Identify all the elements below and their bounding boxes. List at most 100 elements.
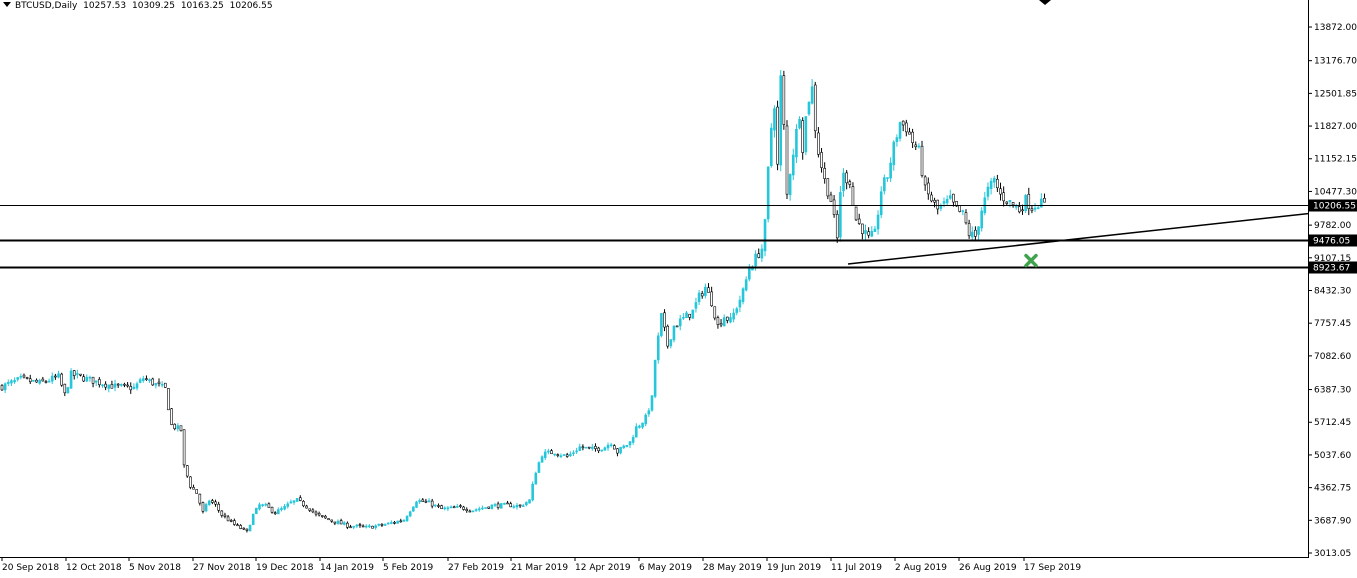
candle-body (804, 116, 808, 153)
candle-body (879, 191, 883, 216)
candle-body (123, 383, 126, 386)
candle-body (895, 137, 899, 142)
dropdown-arrow-icon[interactable] (3, 2, 11, 7)
candle-body (992, 177, 996, 183)
candle-body (449, 506, 453, 509)
candle-body (942, 201, 946, 204)
candle-body (600, 449, 604, 452)
candle-body (273, 512, 277, 515)
candle-body (474, 509, 478, 511)
candle-body (835, 214, 839, 239)
candle-body (945, 198, 949, 204)
candle-body (587, 446, 591, 449)
candle-body (82, 376, 85, 382)
candle-body (550, 450, 553, 455)
candle-body (226, 516, 230, 522)
candle-body (518, 504, 522, 507)
candle-body (377, 523, 381, 526)
candle-body (286, 503, 290, 507)
candle-body (396, 520, 399, 524)
time-tick-label: 26 Aug 2019 (959, 563, 1017, 573)
candle-body (889, 162, 892, 179)
candle-body (292, 500, 296, 503)
candle-body (1043, 197, 1046, 203)
candle-body (848, 181, 852, 185)
candle-body (675, 325, 679, 328)
candles-layer (0, 70, 1046, 533)
candle-body (462, 506, 465, 510)
candle-body (974, 229, 977, 237)
candle-body (1024, 195, 1027, 212)
candle-body (421, 499, 425, 502)
candle-body (845, 172, 848, 184)
candle-body (917, 145, 921, 148)
candle-body (424, 500, 428, 503)
candle-body (528, 499, 531, 504)
candle-body (440, 505, 443, 510)
candle-body (477, 508, 481, 511)
candle-body (251, 513, 255, 525)
candle-body (41, 378, 45, 382)
candle-body (434, 504, 437, 507)
time-tick-label: 19 Jun 2019 (767, 563, 821, 573)
candle-body (88, 376, 92, 379)
candle-body (214, 501, 217, 505)
price-tick-label: 5037.60 (1314, 451, 1351, 461)
candle-body (795, 128, 798, 158)
price-tick-label: 8432.30 (1314, 286, 1351, 296)
candle-body (374, 525, 377, 529)
candle-body (603, 447, 607, 451)
candle-body (707, 287, 710, 293)
candle-body (72, 370, 76, 376)
candle-body (801, 120, 805, 153)
candle-body (346, 522, 349, 528)
candle-body (361, 525, 365, 528)
candle-body (591, 446, 594, 449)
candle-body (138, 379, 142, 383)
candle-body (509, 503, 512, 508)
candle-body (283, 506, 286, 510)
candle-body (355, 524, 359, 527)
candle-body (820, 152, 823, 168)
low-value: 10163.25 (180, 1, 224, 11)
candle-body (996, 178, 999, 189)
candle-body (1011, 201, 1015, 206)
candle-body (553, 453, 556, 456)
candle-body (176, 425, 180, 430)
candle-body (798, 118, 801, 129)
candle-body (685, 312, 688, 319)
candle-body (572, 452, 575, 454)
candle-body (631, 437, 635, 443)
candle-body (63, 383, 67, 394)
candle-body (729, 317, 732, 323)
candle-body (135, 383, 139, 389)
candle-body (499, 503, 503, 509)
candle-body (160, 383, 164, 386)
candle-body (44, 381, 48, 383)
candle-body (609, 444, 613, 447)
chart-shift-icon[interactable] (1039, 0, 1051, 5)
candle-body (308, 508, 312, 511)
candle-body (569, 453, 572, 456)
candle-body (3, 383, 7, 391)
candle-body (760, 248, 764, 259)
time-tick-label: 5 Feb 2019 (383, 563, 434, 573)
candle-body (930, 194, 933, 202)
candle-body (782, 75, 786, 125)
time-tick-label: 12 Oct 2018 (66, 563, 122, 573)
price-level-label: 10206.55 (1313, 202, 1356, 212)
candle-body (678, 318, 682, 327)
candle-body (562, 454, 566, 456)
candle-body (531, 483, 534, 501)
trendline[interactable] (847, 212, 1309, 265)
candle-body (905, 122, 908, 133)
candle-body (732, 312, 735, 320)
candle-body (854, 206, 858, 221)
candle-body (989, 180, 993, 189)
candle-body (503, 502, 506, 505)
candle-body (79, 373, 82, 376)
candle-body (697, 292, 701, 302)
candle-body (481, 507, 484, 510)
candle-body (0, 385, 4, 391)
